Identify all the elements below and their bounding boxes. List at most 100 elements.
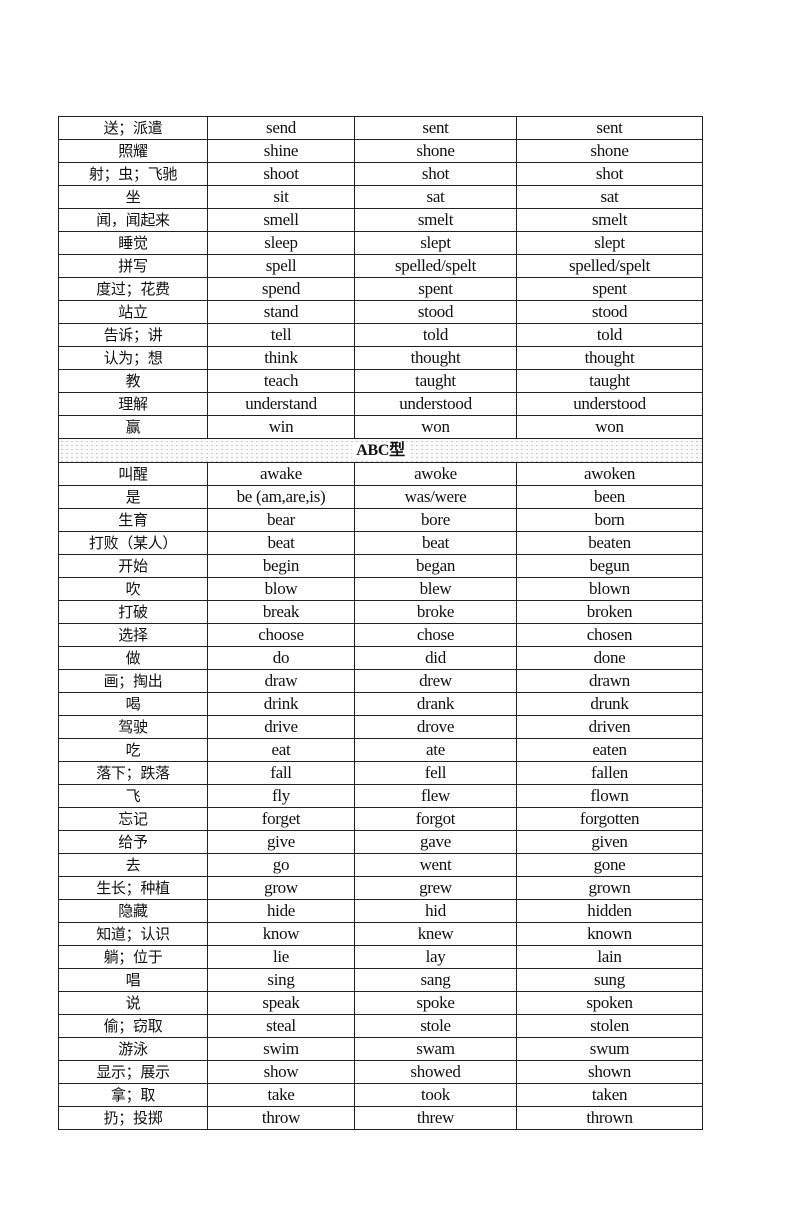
past-participle-cell: told bbox=[516, 323, 703, 347]
past-participle-cell: fallen bbox=[516, 761, 703, 785]
past-participle-cell: awoken bbox=[516, 462, 703, 486]
table-row: 躺；位于 lie lay lain bbox=[58, 945, 703, 969]
past-participle-cell: won bbox=[516, 415, 703, 439]
past-tense-cell: spent bbox=[354, 277, 517, 301]
past-participle-cell: forgotten bbox=[516, 807, 703, 831]
past-tense-cell: lay bbox=[354, 945, 517, 969]
section-title: ABC型 bbox=[352, 441, 409, 459]
meaning-cell: 扔；投掷 bbox=[58, 1106, 208, 1130]
past-participle-cell: born bbox=[516, 508, 703, 532]
meaning-cell: 生育 bbox=[58, 508, 208, 532]
table-row: 打破 break broke broken bbox=[58, 600, 703, 624]
table-row: 生育 bear bore born bbox=[58, 508, 703, 532]
meaning-cell: 画；掏出 bbox=[58, 669, 208, 693]
meaning-cell: 选择 bbox=[58, 623, 208, 647]
meaning-cell: 吃 bbox=[58, 738, 208, 762]
table-row: 站立 stand stood stood bbox=[58, 300, 703, 324]
past-tense-cell: drove bbox=[354, 715, 517, 739]
past-participle-cell: begun bbox=[516, 554, 703, 578]
table-row: 忘记 forget forgot forgotten bbox=[58, 807, 703, 831]
meaning-cell: 教 bbox=[58, 369, 208, 393]
table-row: 拼写 spell spelled/spelt spelled/spelt bbox=[58, 254, 703, 278]
table-row: 叫醒 awake awoke awoken bbox=[58, 462, 703, 486]
meaning-cell: 驾驶 bbox=[58, 715, 208, 739]
meaning-cell: 开始 bbox=[58, 554, 208, 578]
past-tense-cell: shot bbox=[354, 162, 517, 186]
meaning-cell: 理解 bbox=[58, 392, 208, 416]
past-participle-cell: beaten bbox=[516, 531, 703, 555]
meaning-cell: 拼写 bbox=[58, 254, 208, 278]
base-form-cell: drive bbox=[207, 715, 355, 739]
table-row: 知道；认识 know knew known bbox=[58, 922, 703, 946]
table-row: 落下；跌落 fall fell fallen bbox=[58, 761, 703, 785]
table-row: 偷；窃取 steal stole stolen bbox=[58, 1014, 703, 1038]
base-form-cell: eat bbox=[207, 738, 355, 762]
base-form-cell: blow bbox=[207, 577, 355, 601]
meaning-cell: 闻，闻起来 bbox=[58, 208, 208, 232]
past-participle-cell: taken bbox=[516, 1083, 703, 1107]
base-form-cell: bear bbox=[207, 508, 355, 532]
past-tense-cell: sat bbox=[354, 185, 517, 209]
base-form-cell: draw bbox=[207, 669, 355, 693]
past-participle-cell: eaten bbox=[516, 738, 703, 762]
past-participle-cell: given bbox=[516, 830, 703, 854]
meaning-cell: 坐 bbox=[58, 185, 208, 209]
base-form-cell: do bbox=[207, 646, 355, 670]
base-form-cell: win bbox=[207, 415, 355, 439]
past-participle-cell: blown bbox=[516, 577, 703, 601]
base-form-cell: fall bbox=[207, 761, 355, 785]
meaning-cell: 飞 bbox=[58, 784, 208, 808]
base-form-cell: forget bbox=[207, 807, 355, 831]
past-tense-cell: gave bbox=[354, 830, 517, 854]
meaning-cell: 游泳 bbox=[58, 1037, 208, 1061]
base-form-cell: break bbox=[207, 600, 355, 624]
past-tense-cell: understood bbox=[354, 392, 517, 416]
past-tense-cell: threw bbox=[354, 1106, 517, 1130]
past-participle-cell: drawn bbox=[516, 669, 703, 693]
meaning-cell: 送；派遣 bbox=[58, 116, 208, 140]
past-participle-cell: sent bbox=[516, 116, 703, 140]
meaning-cell: 射；虫；飞驰 bbox=[58, 162, 208, 186]
table-row: 认为；想 think thought thought bbox=[58, 346, 703, 370]
past-tense-cell: broke bbox=[354, 600, 517, 624]
table-row: 去 go went gone bbox=[58, 853, 703, 877]
past-tense-cell: beat bbox=[354, 531, 517, 555]
past-participle-cell: shot bbox=[516, 162, 703, 186]
past-participle-cell: grown bbox=[516, 876, 703, 900]
table-row: 照耀 shine shone shone bbox=[58, 139, 703, 163]
past-participle-cell: gone bbox=[516, 853, 703, 877]
table-row: 告诉；讲 tell told told bbox=[58, 323, 703, 347]
table-row: 画；掏出 draw drew drawn bbox=[58, 669, 703, 693]
base-form-cell: know bbox=[207, 922, 355, 946]
meaning-cell: 照耀 bbox=[58, 139, 208, 163]
past-participle-cell: been bbox=[516, 485, 703, 509]
past-participle-cell: sung bbox=[516, 968, 703, 992]
past-participle-cell: driven bbox=[516, 715, 703, 739]
past-participle-cell: thrown bbox=[516, 1106, 703, 1130]
table-row: 睡觉 sleep slept slept bbox=[58, 231, 703, 255]
base-form-cell: smell bbox=[207, 208, 355, 232]
base-form-cell: stand bbox=[207, 300, 355, 324]
table-row: 打败（某人） beat beat beaten bbox=[58, 531, 703, 555]
table-row: 驾驶 drive drove driven bbox=[58, 715, 703, 739]
table-row: 拿；取 take took taken bbox=[58, 1083, 703, 1107]
base-form-cell: shoot bbox=[207, 162, 355, 186]
table-row: 飞 fly flew flown bbox=[58, 784, 703, 808]
section-title-cell: ABC型 bbox=[58, 438, 703, 463]
past-participle-cell: shone bbox=[516, 139, 703, 163]
table-row: 吃 eat ate eaten bbox=[58, 738, 703, 762]
past-tense-cell: stood bbox=[354, 300, 517, 324]
past-tense-cell: showed bbox=[354, 1060, 517, 1084]
meaning-cell: 度过；花费 bbox=[58, 277, 208, 301]
base-form-cell: fly bbox=[207, 784, 355, 808]
past-tense-cell: slept bbox=[354, 231, 517, 255]
meaning-cell: 做 bbox=[58, 646, 208, 670]
meaning-cell: 拿；取 bbox=[58, 1083, 208, 1107]
past-tense-cell: thought bbox=[354, 346, 517, 370]
table-row: 度过；花费 spend spent spent bbox=[58, 277, 703, 301]
past-participle-cell: spoken bbox=[516, 991, 703, 1015]
meaning-cell: 知道；认识 bbox=[58, 922, 208, 946]
past-participle-cell: known bbox=[516, 922, 703, 946]
meaning-cell: 打破 bbox=[58, 600, 208, 624]
past-participle-cell: lain bbox=[516, 945, 703, 969]
